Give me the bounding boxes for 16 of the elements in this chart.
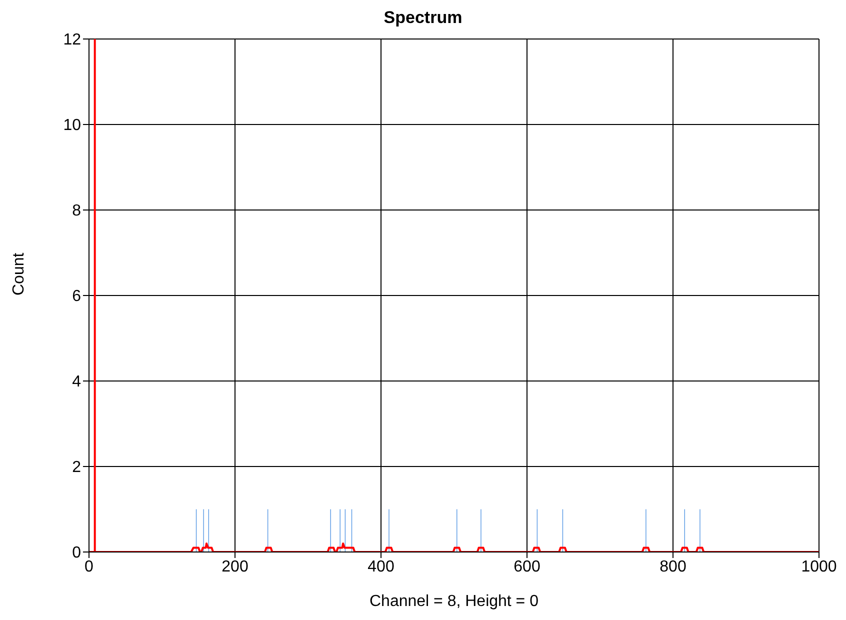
y-tick-label: 10	[63, 117, 82, 134]
chart-title: Spectrum	[382, 8, 464, 29]
y-tick-label: 12	[63, 32, 82, 49]
y-tick-label: 6	[72, 288, 82, 306]
y-tick-label: 4	[72, 374, 82, 391]
y-axis-title: Count	[10, 252, 28, 296]
x-tick-label: 200	[222, 558, 248, 576]
x-axis-title: Channel = 8, Height = 0	[369, 593, 539, 610]
x-tick-label: 1000	[801, 558, 837, 576]
x-tick-label: 800	[660, 558, 686, 576]
x-tick-label: 600	[514, 558, 540, 576]
y-tick-label: 0	[72, 544, 82, 562]
y-tick-label: 8	[72, 202, 82, 220]
y-tick-label: 2	[72, 459, 82, 476]
x-tick-label: 400	[368, 558, 394, 576]
x-tick-label: 0	[84, 558, 94, 576]
